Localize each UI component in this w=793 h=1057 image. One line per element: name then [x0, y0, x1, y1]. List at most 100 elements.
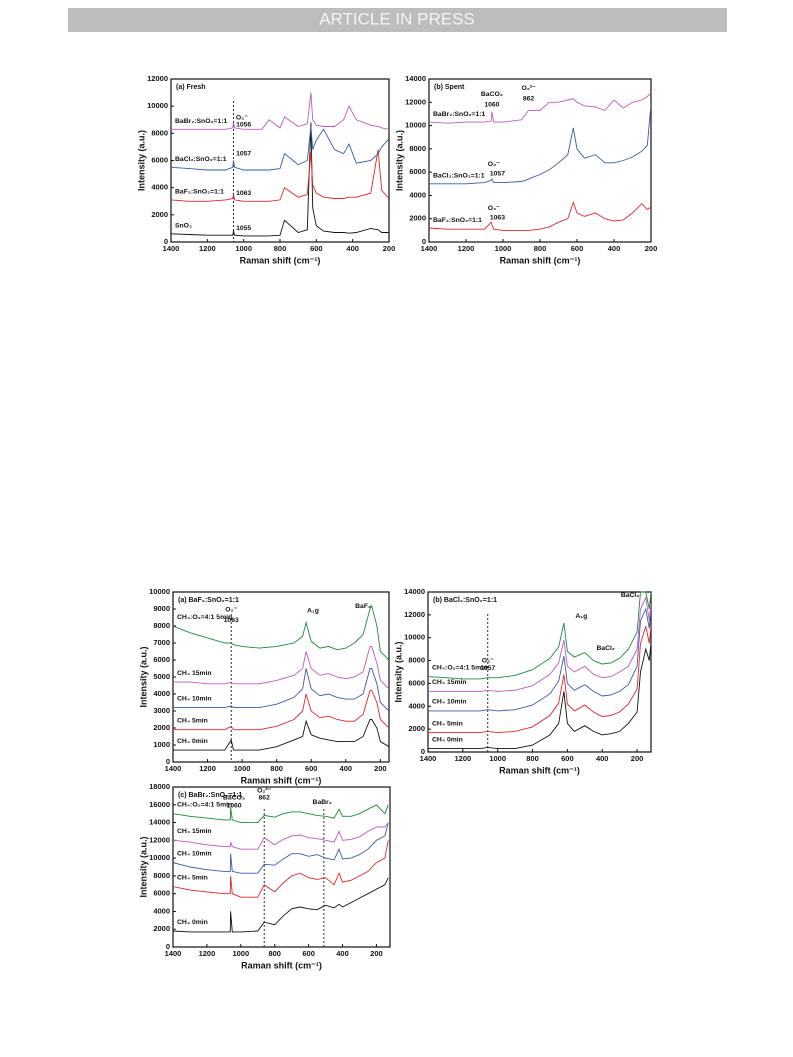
y-tick-label: 4000 [151, 183, 168, 192]
series-label: CH₄ 0min [177, 738, 208, 745]
x-tick-label: 400 [340, 764, 353, 773]
x-tick-label: 200 [374, 764, 387, 773]
series-label: CH₄ 15min [177, 828, 212, 835]
annotation: BaCl₂ [621, 592, 640, 599]
y-tick-label: 8000 [153, 871, 170, 880]
chart-title: (a) BaF₂:SnO₂=1:1 [178, 597, 239, 604]
spectrum-line [429, 104, 651, 185]
x-tick-label: 1400 [165, 764, 182, 773]
y-tick-label: 10000 [149, 853, 170, 862]
x-tick-label: 800 [274, 244, 287, 253]
x-tick-label: 200 [370, 949, 383, 958]
y-tick-label: 16000 [149, 800, 170, 809]
x-tick-label: 1400 [165, 949, 182, 958]
y-axis-label: Intensity (a.u.) [136, 130, 146, 191]
spectrum-line [173, 690, 389, 731]
y-tick-label: 2000 [153, 723, 170, 732]
spectrum-line [173, 604, 389, 661]
spectrum-line [429, 92, 651, 124]
series-label: BaF₂:SnO₂=1:1 [175, 189, 224, 196]
annotation: 862 [259, 794, 271, 801]
y-tick-label: 10000 [404, 633, 425, 642]
annotation: O₂⁻ [225, 607, 237, 614]
annotation: BaCO₃ [481, 91, 503, 98]
plot-frame [427, 591, 652, 753]
series-label: CH₄ 15min [432, 679, 467, 686]
annotation: A₁g [575, 613, 587, 620]
y-tick-label: 6000 [153, 889, 170, 898]
y-tick-label: 14000 [149, 818, 170, 827]
spectrum-line [428, 591, 651, 680]
annotation: 1063 [490, 214, 505, 221]
annotation: A₁g [307, 607, 319, 614]
x-tick-label: 1200 [199, 764, 216, 773]
y-tick-label: 10000 [149, 587, 170, 596]
annotation: 1056 [236, 121, 251, 128]
series-label: CH₄ 10min [432, 699, 467, 706]
x-axis-label: Raman shift (cm⁻¹) [241, 775, 322, 785]
annotation: 1057 [480, 665, 495, 672]
annotation: 1063 [236, 190, 251, 197]
y-tick-label: 2000 [409, 214, 426, 223]
x-axis-label: Raman shift (cm⁻¹) [499, 765, 580, 775]
annotation: O₂⁻ [488, 161, 500, 168]
x-tick-label: 1200 [458, 244, 475, 253]
annotation: 1057 [236, 151, 251, 158]
x-tick-label: 1200 [455, 754, 472, 763]
x-tick-label: 600 [561, 754, 574, 763]
spectrum-line [173, 822, 389, 874]
y-tick-label: 0 [166, 757, 170, 766]
annotation: BaCO₃ [223, 794, 245, 801]
y-axis-label: Intensity (a.u.) [138, 646, 148, 707]
x-tick-label: 600 [305, 764, 318, 773]
series-label: BaCl₂:SnO₂=1:1 [175, 156, 227, 163]
y-axis-label: Intensity (a.u.) [393, 641, 403, 702]
series-label: BaF₂:SnO₂=1:1 [433, 217, 482, 224]
annotation: O₂²⁻ [521, 85, 536, 92]
series-label: CH₄:O₂=4:1 5min [177, 614, 232, 621]
x-tick-label: 200 [645, 244, 658, 253]
spectrum-line [171, 126, 389, 171]
x-axis-label: Raman shift (cm⁻¹) [240, 255, 321, 265]
y-tick-label: 2000 [153, 924, 170, 933]
x-tick-label: 1400 [163, 244, 180, 253]
chart-title: (b) Spent [434, 84, 465, 91]
y-tick-label: 12000 [147, 74, 168, 83]
annotation: 1055 [236, 225, 251, 232]
x-tick-label: 400 [336, 949, 349, 958]
spectrum-line [173, 804, 389, 824]
y-tick-label: 14000 [404, 587, 425, 596]
chart-title: (b) BaCl₂:SnO₂=1:1 [433, 597, 497, 604]
spectrum-line [173, 822, 389, 850]
x-tick-label: 600 [310, 244, 323, 253]
annotation: O₂⁻ [488, 205, 500, 212]
spectrum-line [171, 149, 389, 202]
y-tick-label: 6000 [153, 655, 170, 664]
x-tick-label: 1200 [199, 949, 216, 958]
y-tick-label: 9000 [153, 604, 170, 613]
y-tick-label: 6000 [408, 678, 425, 687]
series-label: CH₄ 10min [177, 850, 212, 857]
spectrum-line [428, 596, 651, 692]
spectrum-line [429, 201, 651, 231]
spectrum-line [428, 607, 651, 712]
spectrum-line [173, 877, 389, 933]
chart: 0 2000 4000 6000 8000 10000 12000 14000 1400 1200… [394, 74, 657, 265]
y-tick-label: 12000 [405, 97, 426, 106]
x-tick-label: 1200 [199, 244, 216, 253]
annotation: BaBr₂ [313, 799, 332, 806]
x-tick-label: 800 [526, 754, 539, 763]
y-tick-label: 4000 [153, 906, 170, 915]
series-label: SnO₂ [175, 223, 192, 230]
y-tick-label: 8000 [408, 656, 425, 665]
y-tick-label: 1000 [153, 740, 170, 749]
x-tick-label: 1000 [489, 754, 506, 763]
chart: 0 1000 2000 3000 4000 5000 6000 7000 8000 9000 100… [138, 587, 390, 785]
annotation: BaF₂ [355, 603, 371, 610]
x-tick-label: 1000 [235, 244, 252, 253]
spectrum-line [171, 92, 389, 130]
chart: 0 2000 4000 6000 8000 10000 12000 14000 16000 180… [138, 782, 391, 970]
x-tick-label: 800 [534, 244, 547, 253]
annotation: O₂⁻ [236, 115, 248, 122]
y-tick-label: 12000 [404, 610, 425, 619]
